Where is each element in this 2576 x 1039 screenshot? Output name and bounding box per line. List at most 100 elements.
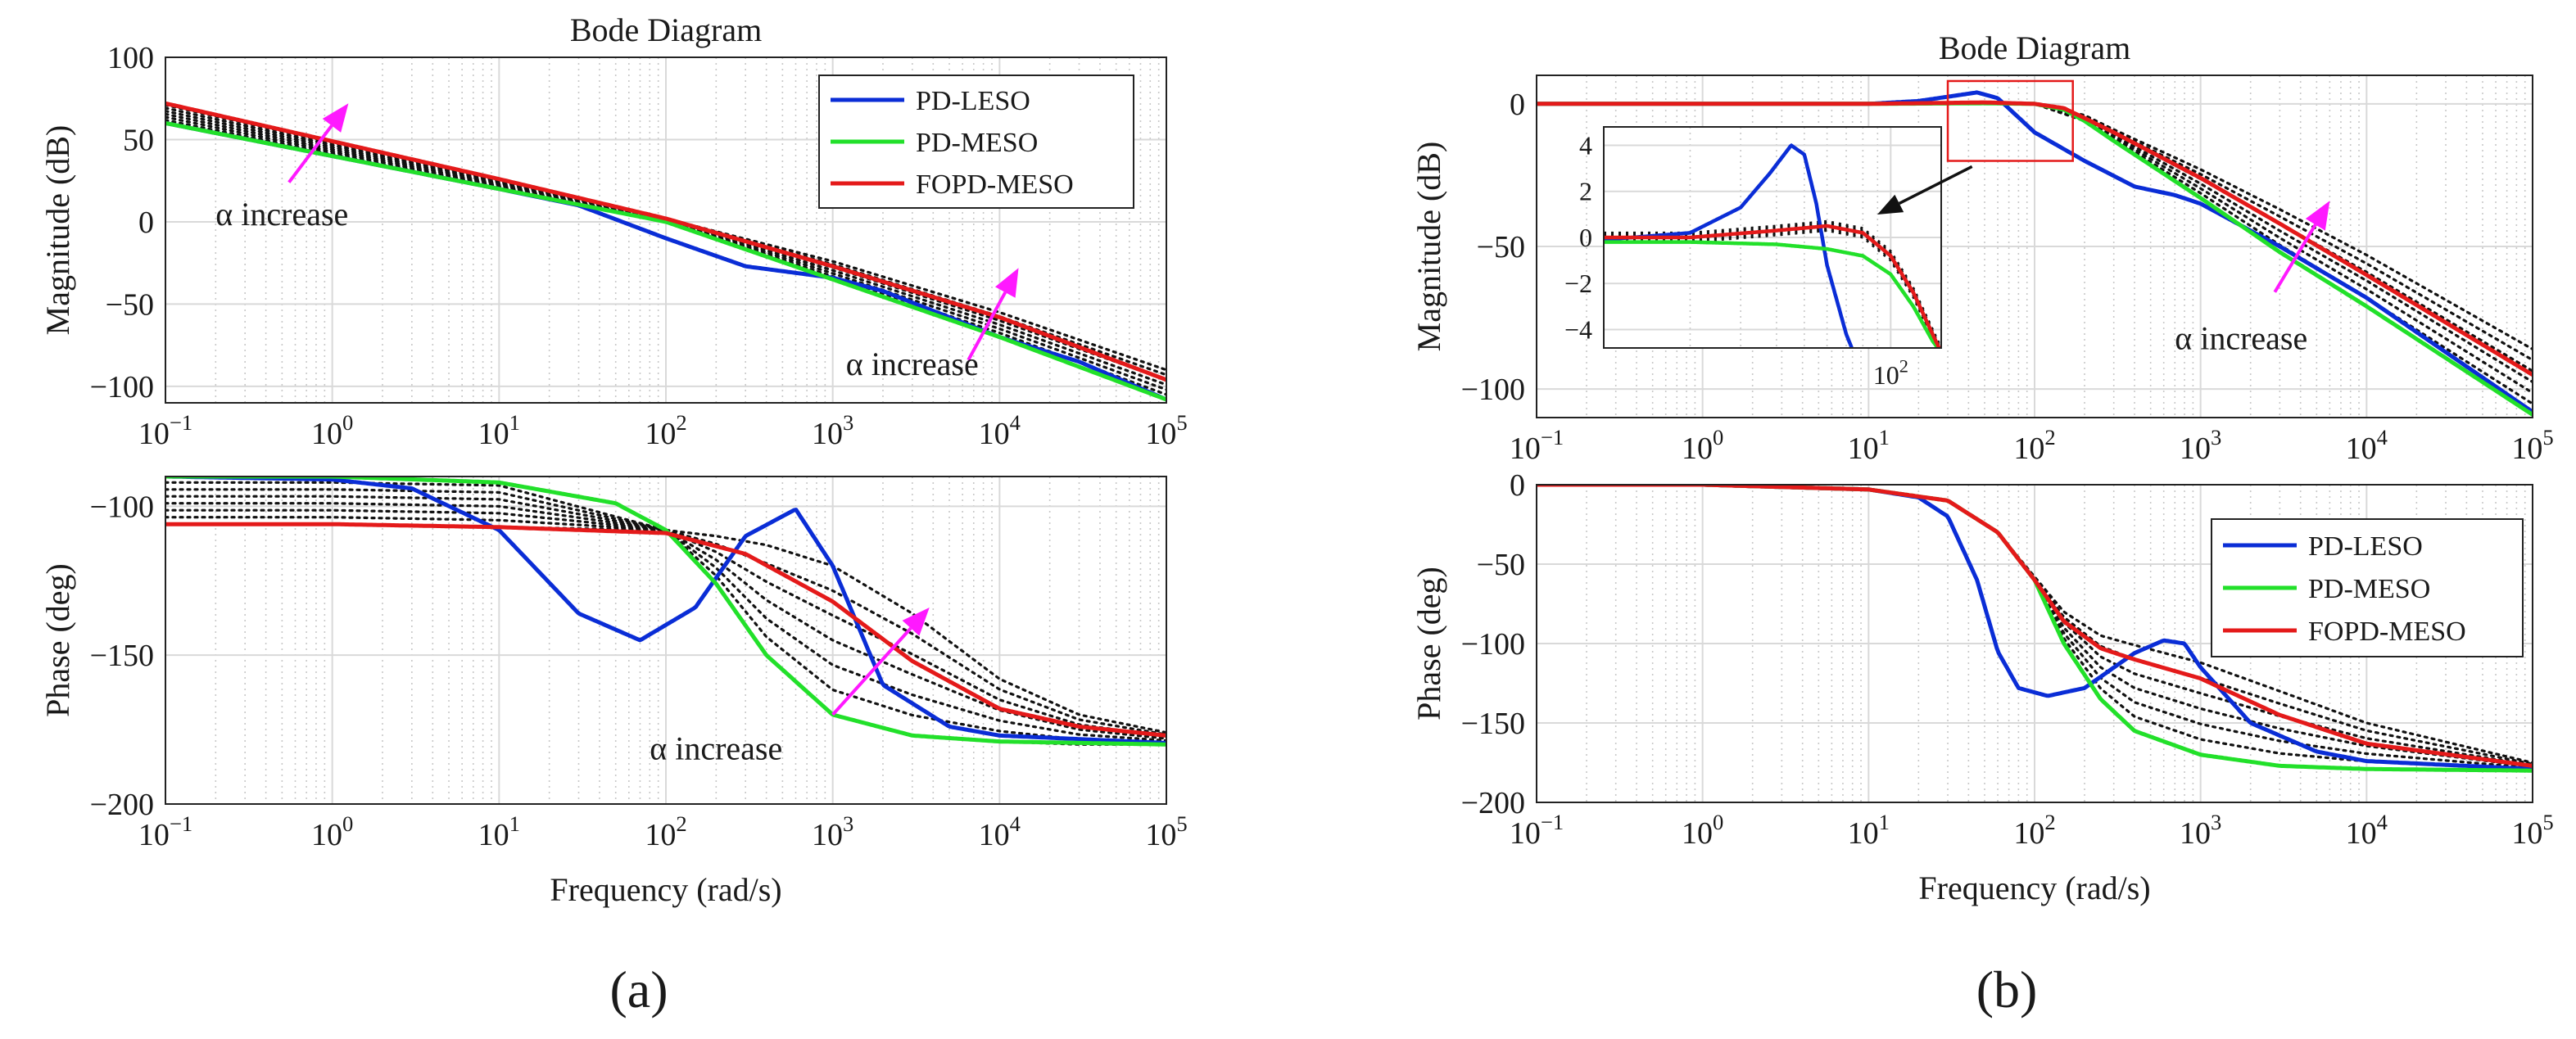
a-phase-xtick-base: 10 — [311, 818, 342, 852]
b-phase-series-group — [1537, 485, 2533, 773]
b-phase-xtick-exponent: 0 — [1713, 810, 1723, 834]
b-mag-xtick-base: 10 — [1510, 431, 1541, 466]
b-mag-xtick-exponent: 4 — [2377, 425, 2388, 449]
a-mag-alpha-arrow-shaft — [967, 291, 1007, 361]
b-phase-axes-frame — [1536, 484, 2533, 803]
a-mag-series-pd-meso — [165, 120, 1166, 402]
b-inset-alpha-family-curve — [1604, 222, 1941, 348]
b-phase-xtick-exponent: 2 — [2044, 810, 2055, 834]
b-inset-xtick-label: 102 — [1873, 356, 1908, 390]
a-phase-alpha-arrow-shaft — [831, 626, 912, 716]
a-phase-xtick-base: 10 — [138, 818, 170, 852]
b-phase-xtick-base: 10 — [2346, 816, 2377, 851]
b-phase-xtick-exponent: 1 — [1879, 810, 1890, 834]
a-mag-xtick-exponent: 2 — [676, 410, 686, 435]
a-phase-xtick-label: 101 — [478, 811, 520, 852]
a-phase-alpha-arrow-head — [902, 608, 930, 636]
b-inset-xtick-base: 10 — [1873, 360, 1899, 390]
b-inset-ytick-label: 2 — [1579, 177, 1592, 206]
b-phase-xtick-exponent: 3 — [2211, 810, 2221, 834]
legend-b-label-pd-meso: PD-MESO — [2308, 574, 2430, 604]
b-mag-xtick-label: 10−1 — [1510, 425, 1564, 466]
a-phase-xtick-base: 10 — [645, 818, 676, 852]
a-mag-ytick-label: −50 — [106, 287, 154, 322]
a-mag-ytick-label: 50 — [123, 123, 154, 157]
b-phase-ylabel: Phase (deg) — [1410, 567, 1447, 721]
b-mag-title: Bode Diagram — [1939, 29, 2130, 66]
b-phase-xlabel: Frequency (rad/s) — [1918, 870, 2150, 906]
a-phase-xtick-base: 10 — [812, 818, 843, 852]
b-mag-xtick-label: 103 — [2180, 425, 2221, 466]
a-mag-series-group — [165, 101, 1166, 402]
b-mag-xtick-base: 10 — [2511, 431, 2542, 466]
a-mag-xtick-base: 10 — [138, 417, 170, 451]
a-mag-xtick-label: 10−1 — [138, 410, 192, 451]
b-phase-xtick-label: 10−1 — [1510, 810, 1564, 851]
legend-a-label-pd-leso: PD-LESO — [916, 86, 1030, 116]
b-mag-zoom-arrow-shaft — [1898, 165, 1973, 206]
b-mag-alpha-family-curve — [1537, 102, 2533, 395]
legend-a: PD-LESO PD-MESO FOPD-MESO — [818, 75, 1134, 209]
b-mag-annotation-alpha-increase: α increase — [2175, 319, 2307, 356]
b-mag-xtick-base: 10 — [1682, 431, 1713, 466]
b-inset-series-fopd-meso — [1604, 224, 1941, 348]
b-phase-xtick-base: 10 — [2180, 816, 2211, 851]
a-mag-alpha-arrow-shaft — [287, 124, 333, 183]
a-mag-annotation-alpha-increase: α increase — [215, 196, 348, 233]
b-phase-xtick-label: 102 — [2013, 810, 2055, 851]
a-mag-alpha-family-curve — [165, 106, 1166, 377]
a-phase-axes-frame — [165, 476, 1167, 805]
b-phase-alpha-family-curve — [1537, 485, 2533, 765]
a-phase-xtick-label: 10−1 — [138, 811, 192, 852]
b-mag-xtick-label: 104 — [2346, 425, 2388, 466]
b-inset-series-group — [1604, 143, 1941, 348]
a-phase-ylabel: Phase (deg) — [39, 563, 76, 717]
b-inset-alpha-family-curve — [1604, 229, 1939, 348]
a-mag-xtick-exponent: 3 — [843, 410, 853, 435]
b-mag-series-fopd-meso — [1537, 100, 2533, 377]
a-mag-annotation-alpha-increase: α increase — [846, 346, 979, 382]
b-inset-ytick-label: −4 — [1564, 314, 1592, 344]
a-phase-xtick-exponent: 4 — [1010, 811, 1021, 836]
b-inset-ytick-label: −2 — [1564, 269, 1592, 298]
a-mag-xtick-label: 102 — [645, 410, 686, 451]
a-phase-xtick-base: 10 — [1145, 818, 1176, 852]
a-phase-xtick-label: 105 — [1145, 811, 1187, 852]
b-mag-xtick-label: 101 — [1848, 425, 1890, 466]
b-phase-xtick-base: 10 — [1682, 816, 1713, 851]
a-phase-xtick-label: 104 — [979, 811, 1021, 852]
plot-a-phase: 10−1 100 101 102 103 104 105−100−150−200Phase … — [39, 476, 1188, 908]
a-phase-xlabel: Frequency (rad/s) — [550, 871, 781, 908]
b-mag-ylabel: Magnitude (dB) — [1410, 142, 1447, 352]
a-phase-xtick-exponent: −1 — [170, 811, 192, 836]
plot-b-phase: 10−1 100 101 102 103 104 1050−50−100−150−200Ph… — [1410, 468, 2554, 906]
b-mag-alpha-arrow-shaft — [2273, 224, 2317, 293]
b-inset-series-pd-leso — [1604, 143, 1854, 348]
a-mag-ytick-label: 100 — [107, 41, 154, 75]
b-mag-xtick-exponent: 5 — [2542, 425, 2553, 449]
caption-b: (b) — [1976, 960, 2038, 1019]
b-phase-xtick-label: 103 — [2180, 810, 2221, 851]
a-mag-title: Bode Diagram — [570, 11, 762, 48]
b-mag-xtick-label: 102 — [2013, 425, 2055, 466]
b-inset-alpha-family-curve — [1604, 227, 1940, 348]
b-phase-xtick-exponent: 5 — [2542, 810, 2553, 834]
a-mag-xtick-label: 105 — [1145, 410, 1187, 451]
b-phase-ytick-label: −50 — [1477, 548, 1525, 582]
a-mag-xtick-label: 100 — [311, 410, 353, 451]
caption-a: (a) — [609, 960, 668, 1019]
b-inset-ytick-label: 4 — [1579, 130, 1592, 160]
b-mag-xtick-label: 105 — [2511, 425, 2553, 466]
b-phase-ytick-label: −200 — [1461, 786, 1525, 820]
a-mag-xtick-base: 10 — [478, 417, 509, 451]
a-phase-ytick-label: −150 — [90, 639, 154, 673]
b-phase-xtick-base: 10 — [1848, 816, 1879, 851]
a-mag-xtick-label: 104 — [979, 410, 1021, 451]
a-mag-axes-frame — [165, 56, 1167, 404]
b-mag-xtick-base: 10 — [2180, 431, 2211, 466]
a-mag-xtick-exponent: 1 — [509, 410, 520, 435]
b-mag-xtick-exponent: 2 — [2044, 425, 2055, 449]
a-phase-xtick-exponent: 3 — [843, 811, 853, 836]
a-mag-series-fopd-meso — [165, 101, 1166, 382]
